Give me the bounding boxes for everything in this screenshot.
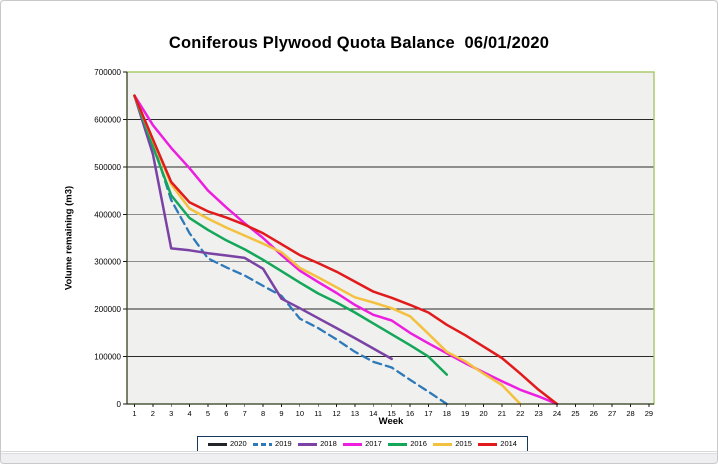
x-tick-label: 17 [424,409,432,418]
series-line-2018 [133,94,393,361]
canvas-divider [1,451,717,452]
x-tick-label: 14 [369,409,377,418]
y-tick-label: 700000 [94,68,121,77]
x-tick-label: 28 [626,409,634,418]
legend-item-2020: 2020 [208,440,247,448]
series-line-2019 [133,94,448,406]
x-tick-label: 22 [516,409,524,418]
legend-swatch-2020 [208,442,227,446]
series-line-2017 [133,94,559,406]
series-line-2015 [133,94,522,406]
x-tick-label: 13 [351,409,359,418]
x-tick-label: 26 [590,409,598,418]
x-tick-label: 23 [534,409,542,418]
window-bottom-strip [1,453,717,463]
legend-item-2016: 2016 [388,440,427,448]
legend-item-2015: 2015 [433,440,472,448]
legend-label-2016: 2016 [410,439,427,449]
legend-label-2015: 2015 [455,439,472,449]
legend-item-2017: 2017 [343,440,382,448]
legend-label-2014: 2014 [500,439,517,449]
y-tick-label: 600000 [94,115,121,124]
x-tick-label: 4 [188,409,192,418]
x-tick-label: 3 [169,409,173,418]
legend-swatch-2017 [343,442,363,446]
x-tick-label: 20 [479,409,487,418]
legend-item-2018: 2018 [298,440,337,448]
x-axis-title: Week [378,416,404,427]
y-tick-label: 200000 [94,305,121,314]
x-tick-label: 2 [151,409,155,418]
legend: 2020 2019 2018 2017 2016 2015 2014 [197,436,528,452]
x-tick-label: 9 [279,409,283,418]
y-axis-title: Volume remaining (m3) [63,185,75,291]
x-tick-label: 5 [206,409,210,418]
legend-swatch-2015 [433,442,453,446]
x-tick-label: 12 [332,409,340,418]
legend-item-2014: 2014 [478,440,517,448]
legend-swatch-2019 [253,442,273,446]
series-line-2014 [133,94,559,406]
x-tick-label: 10 [296,409,304,418]
legend-label-2019: 2019 [275,439,292,449]
legend-label-2017: 2017 [365,439,382,449]
series-line-2016 [133,94,449,376]
x-tick-label: 15 [388,409,396,418]
plot-area [127,72,654,404]
y-tick-label: 500000 [94,163,121,172]
legend-item-2019: 2019 [253,440,292,448]
legend-swatch-2016 [388,442,408,446]
x-tick-label: 27 [608,409,616,418]
y-tick-label: 400000 [94,210,121,219]
x-tick-label: 24 [553,409,561,418]
x-tick-label: 1 [132,409,136,418]
x-tick-label: 25 [571,409,579,418]
x-tick-label: 18 [443,409,451,418]
legend-label-2020: 2020 [230,439,247,449]
legend-swatch-2018 [298,442,318,446]
x-tick-label: 19 [461,409,469,418]
y-tick-label: 100000 [94,353,121,362]
x-tick-label: 7 [243,409,247,418]
x-tick-label: 11 [314,409,322,418]
y-tick-label: 0 [117,400,122,409]
y-tick-label: 300000 [94,258,121,267]
x-tick-label: 21 [498,409,506,418]
x-tick-label: 8 [261,409,265,418]
x-tick-label: 6 [224,409,228,418]
chart-title: Coniferous Plywood Quota Balance 06/01/2… [168,34,550,52]
legend-label-2018: 2018 [320,439,337,449]
x-tick-label: 29 [645,409,653,418]
legend-swatch-2014 [478,442,498,446]
x-tick-label: 16 [406,409,414,418]
